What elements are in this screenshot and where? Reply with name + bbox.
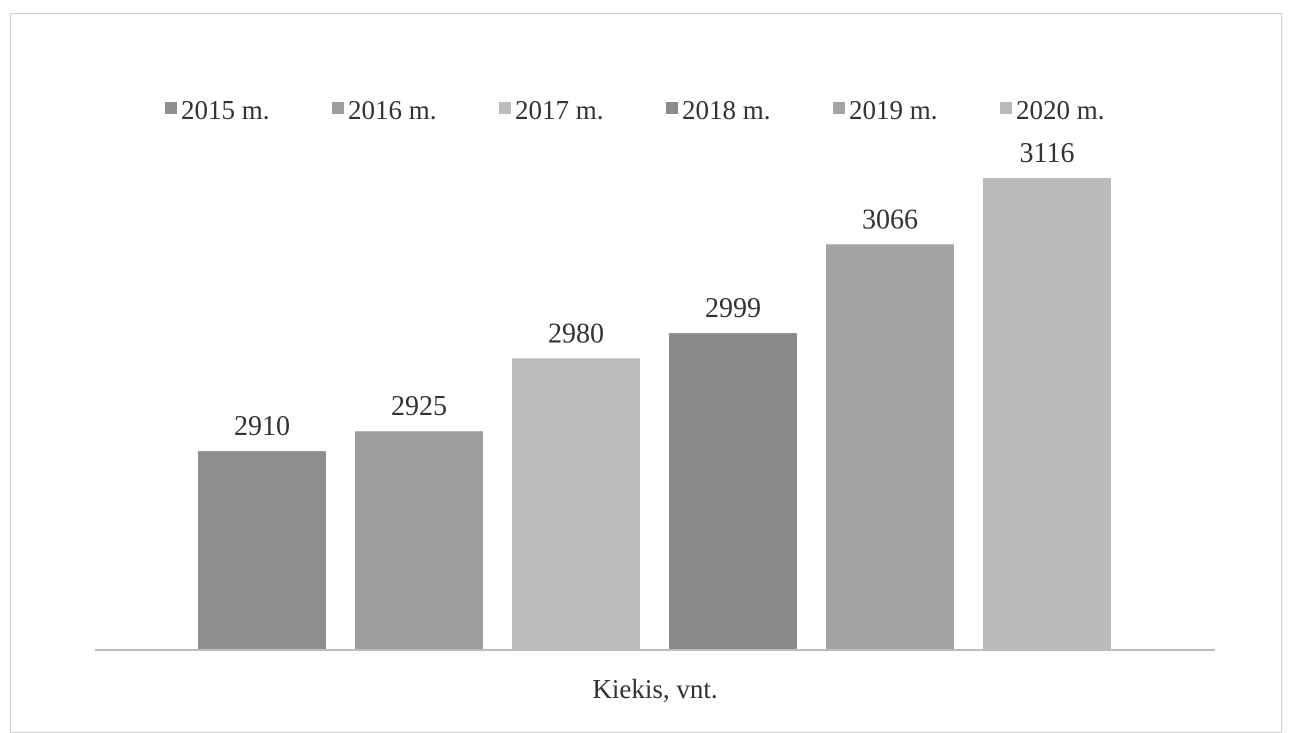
legend-label: 2016 m.	[348, 95, 437, 125]
legend-swatch	[666, 102, 678, 114]
legend-label: 2015 m.	[181, 95, 270, 125]
legend-swatch	[1000, 102, 1012, 114]
data-label: 3066	[862, 204, 918, 235]
bar-2018m	[669, 333, 797, 650]
legend: 2015 m. 2016 m. 2017 m. 2018 m. 2019 m. 2020 …	[165, 95, 1105, 125]
bars	[198, 178, 1111, 651]
data-labels: 2910 2925 2980 2999 3066 3116	[234, 138, 1074, 442]
legend-swatch	[332, 102, 344, 114]
data-label: 2925	[391, 391, 447, 422]
bar-2019m	[826, 244, 954, 651]
bar-2017m	[512, 358, 640, 650]
legend-swatch	[165, 102, 177, 114]
data-label: 2999	[705, 293, 761, 324]
bar-2015m	[198, 451, 326, 650]
legend-swatch	[499, 102, 511, 114]
legend-swatch	[833, 102, 845, 114]
data-label: 2980	[548, 318, 604, 349]
bar-2016m	[355, 431, 483, 650]
bar-2020m	[983, 178, 1111, 650]
bar-chart: 2015 m. 2016 m. 2017 m. 2018 m. 2019 m. 2020 …	[95, 95, 1215, 704]
legend-label: 2017 m.	[515, 95, 604, 125]
x-axis-title: Kiekis, vnt.	[592, 674, 717, 704]
legend-label: 2018 m.	[682, 95, 771, 125]
legend-label: 2020 m.	[1016, 95, 1105, 125]
data-label: 2910	[234, 411, 290, 442]
data-label: 3116	[1020, 138, 1075, 169]
legend-label: 2019 m.	[849, 95, 938, 125]
